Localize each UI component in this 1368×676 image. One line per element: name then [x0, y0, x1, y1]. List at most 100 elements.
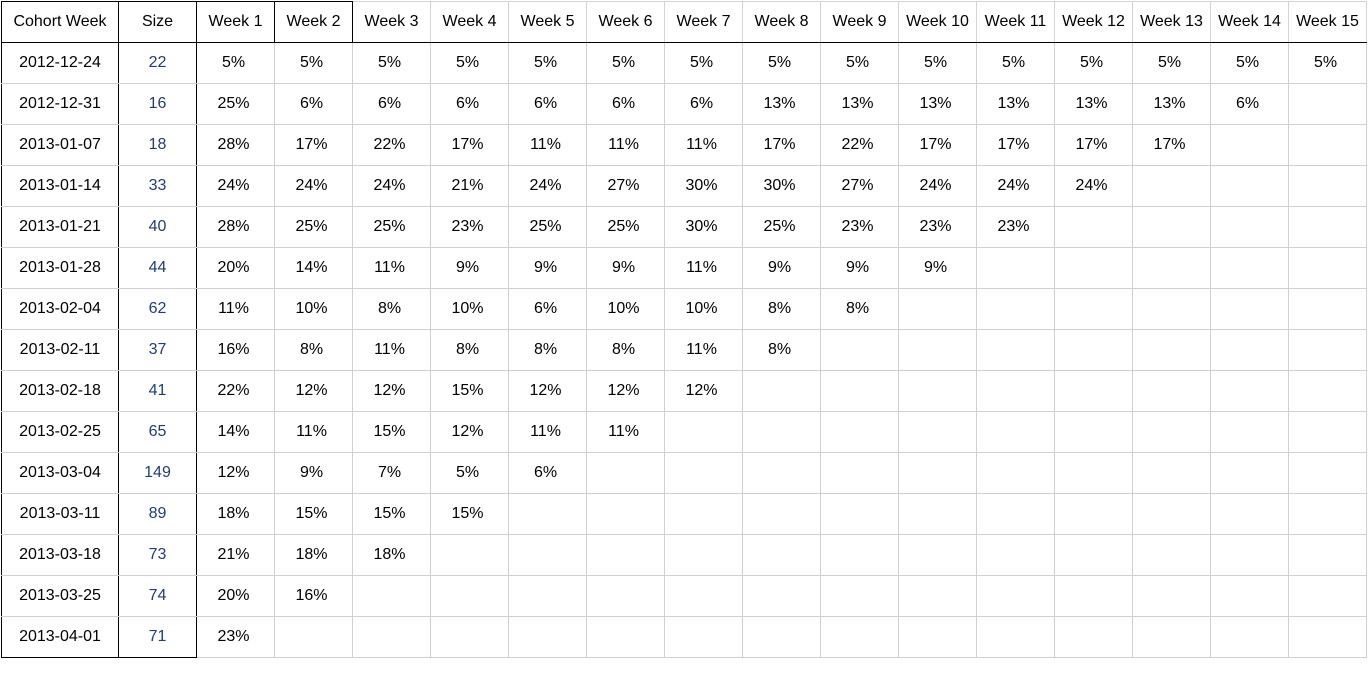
- empty-cell: [898, 370, 977, 412]
- retention-cell: 12%: [352, 370, 431, 412]
- retention-cell: 15%: [430, 493, 509, 535]
- empty-cell: [430, 575, 509, 617]
- retention-cell: 8%: [586, 329, 665, 371]
- retention-cell: 17%: [898, 124, 977, 166]
- column-header-week-2[interactable]: Week 2: [274, 1, 353, 43]
- empty-cell: [664, 493, 743, 535]
- retention-cell: 11%: [508, 411, 587, 453]
- cohort-size-cell: 149: [118, 452, 197, 494]
- retention-cell: 20%: [196, 575, 275, 617]
- empty-cell: [430, 534, 509, 576]
- empty-cell: [1210, 411, 1289, 453]
- empty-cell: [1132, 288, 1211, 330]
- retention-cell: 30%: [664, 165, 743, 207]
- retention-cell: 13%: [820, 83, 899, 125]
- empty-cell: [742, 452, 821, 494]
- retention-cell: 25%: [352, 206, 431, 248]
- retention-cell: 18%: [352, 534, 431, 576]
- empty-cell: [976, 616, 1055, 658]
- cohort-size-cell: 89: [118, 493, 197, 535]
- retention-cell: 10%: [664, 288, 743, 330]
- retention-cell: 5%: [820, 42, 899, 84]
- empty-cell: [1132, 247, 1211, 289]
- retention-cell: 16%: [196, 329, 275, 371]
- column-header-week-1[interactable]: Week 1: [196, 1, 275, 43]
- empty-cell: [820, 575, 899, 617]
- retention-cell: 15%: [352, 493, 431, 535]
- retention-cell: 17%: [1132, 124, 1211, 166]
- empty-cell: [1288, 288, 1367, 330]
- column-header-week-8[interactable]: Week 8: [742, 1, 821, 43]
- column-header-week-10[interactable]: Week 10: [898, 1, 977, 43]
- column-header-week-6[interactable]: Week 6: [586, 1, 665, 43]
- retention-cell: 5%: [586, 42, 665, 84]
- empty-cell: [1210, 616, 1289, 658]
- retention-cell: 6%: [664, 83, 743, 125]
- retention-cell: 8%: [742, 288, 821, 330]
- column-header-week-3[interactable]: Week 3: [352, 1, 431, 43]
- retention-cell: 13%: [1132, 83, 1211, 125]
- retention-cell: 14%: [274, 247, 353, 289]
- empty-cell: [898, 493, 977, 535]
- empty-cell: [976, 370, 1055, 412]
- empty-cell: [898, 616, 977, 658]
- empty-cell: [742, 616, 821, 658]
- table-row: 2013-02-18 41 22% 12% 12% 15% 12% 12% 12%: [1, 370, 1367, 412]
- column-header-week-11[interactable]: Week 11: [976, 1, 1055, 43]
- column-header-size[interactable]: Size: [118, 1, 197, 43]
- cohort-week-cell: 2013-03-11: [1, 493, 119, 535]
- table-row: 2013-01-28 44 20% 14% 11% 9% 9% 9% 11% 9% 9% 9%: [1, 247, 1367, 289]
- retention-cell: 11%: [664, 247, 743, 289]
- retention-cell: 25%: [196, 83, 275, 125]
- retention-cell: 21%: [196, 534, 275, 576]
- column-header-week-15[interactable]: Week 15: [1288, 1, 1367, 43]
- empty-cell: [664, 616, 743, 658]
- retention-cell: 5%: [274, 42, 353, 84]
- cohort-week-cell: 2013-02-11: [1, 329, 119, 371]
- retention-cell: 11%: [586, 411, 665, 453]
- empty-cell: [1210, 124, 1289, 166]
- empty-cell: [1288, 370, 1367, 412]
- empty-cell: [742, 370, 821, 412]
- retention-cell: 6%: [586, 83, 665, 125]
- empty-cell: [1288, 534, 1367, 576]
- empty-cell: [1132, 329, 1211, 371]
- empty-cell: [1132, 370, 1211, 412]
- retention-cell: 12%: [664, 370, 743, 412]
- retention-cell: 11%: [352, 247, 431, 289]
- empty-cell: [976, 247, 1055, 289]
- empty-cell: [508, 493, 587, 535]
- column-header-week-5[interactable]: Week 5: [508, 1, 587, 43]
- empty-cell: [898, 411, 977, 453]
- column-header-week-4[interactable]: Week 4: [430, 1, 509, 43]
- retention-cell: 6%: [274, 83, 353, 125]
- retention-cell: 9%: [898, 247, 977, 289]
- column-header-cohort-week[interactable]: Cohort Week: [1, 1, 119, 43]
- column-header-week-9[interactable]: Week 9: [820, 1, 899, 43]
- empty-cell: [1054, 575, 1133, 617]
- retention-cell: 8%: [430, 329, 509, 371]
- empty-cell: [1210, 206, 1289, 248]
- column-header-week-14[interactable]: Week 14: [1210, 1, 1289, 43]
- empty-cell: [1288, 616, 1367, 658]
- retention-cell: 12%: [274, 370, 353, 412]
- retention-cell: 10%: [586, 288, 665, 330]
- retention-cell: 17%: [274, 124, 353, 166]
- empty-cell: [1288, 247, 1367, 289]
- cohort-size-cell: 16: [118, 83, 197, 125]
- retention-cell: 25%: [274, 206, 353, 248]
- cohort-size-cell: 33: [118, 165, 197, 207]
- cohort-size-cell: 74: [118, 575, 197, 617]
- retention-cell: 24%: [976, 165, 1055, 207]
- retention-cell: 23%: [976, 206, 1055, 248]
- empty-cell: [742, 411, 821, 453]
- column-header-week-12[interactable]: Week 12: [1054, 1, 1133, 43]
- column-header-week-13[interactable]: Week 13: [1132, 1, 1211, 43]
- column-header-week-7[interactable]: Week 7: [664, 1, 743, 43]
- cohort-week-cell: 2012-12-31: [1, 83, 119, 125]
- retention-cell: 23%: [820, 206, 899, 248]
- cohort-week-cell: 2013-03-25: [1, 575, 119, 617]
- retention-cell: 5%: [1054, 42, 1133, 84]
- retention-cell: 11%: [274, 411, 353, 453]
- retention-cell: 6%: [352, 83, 431, 125]
